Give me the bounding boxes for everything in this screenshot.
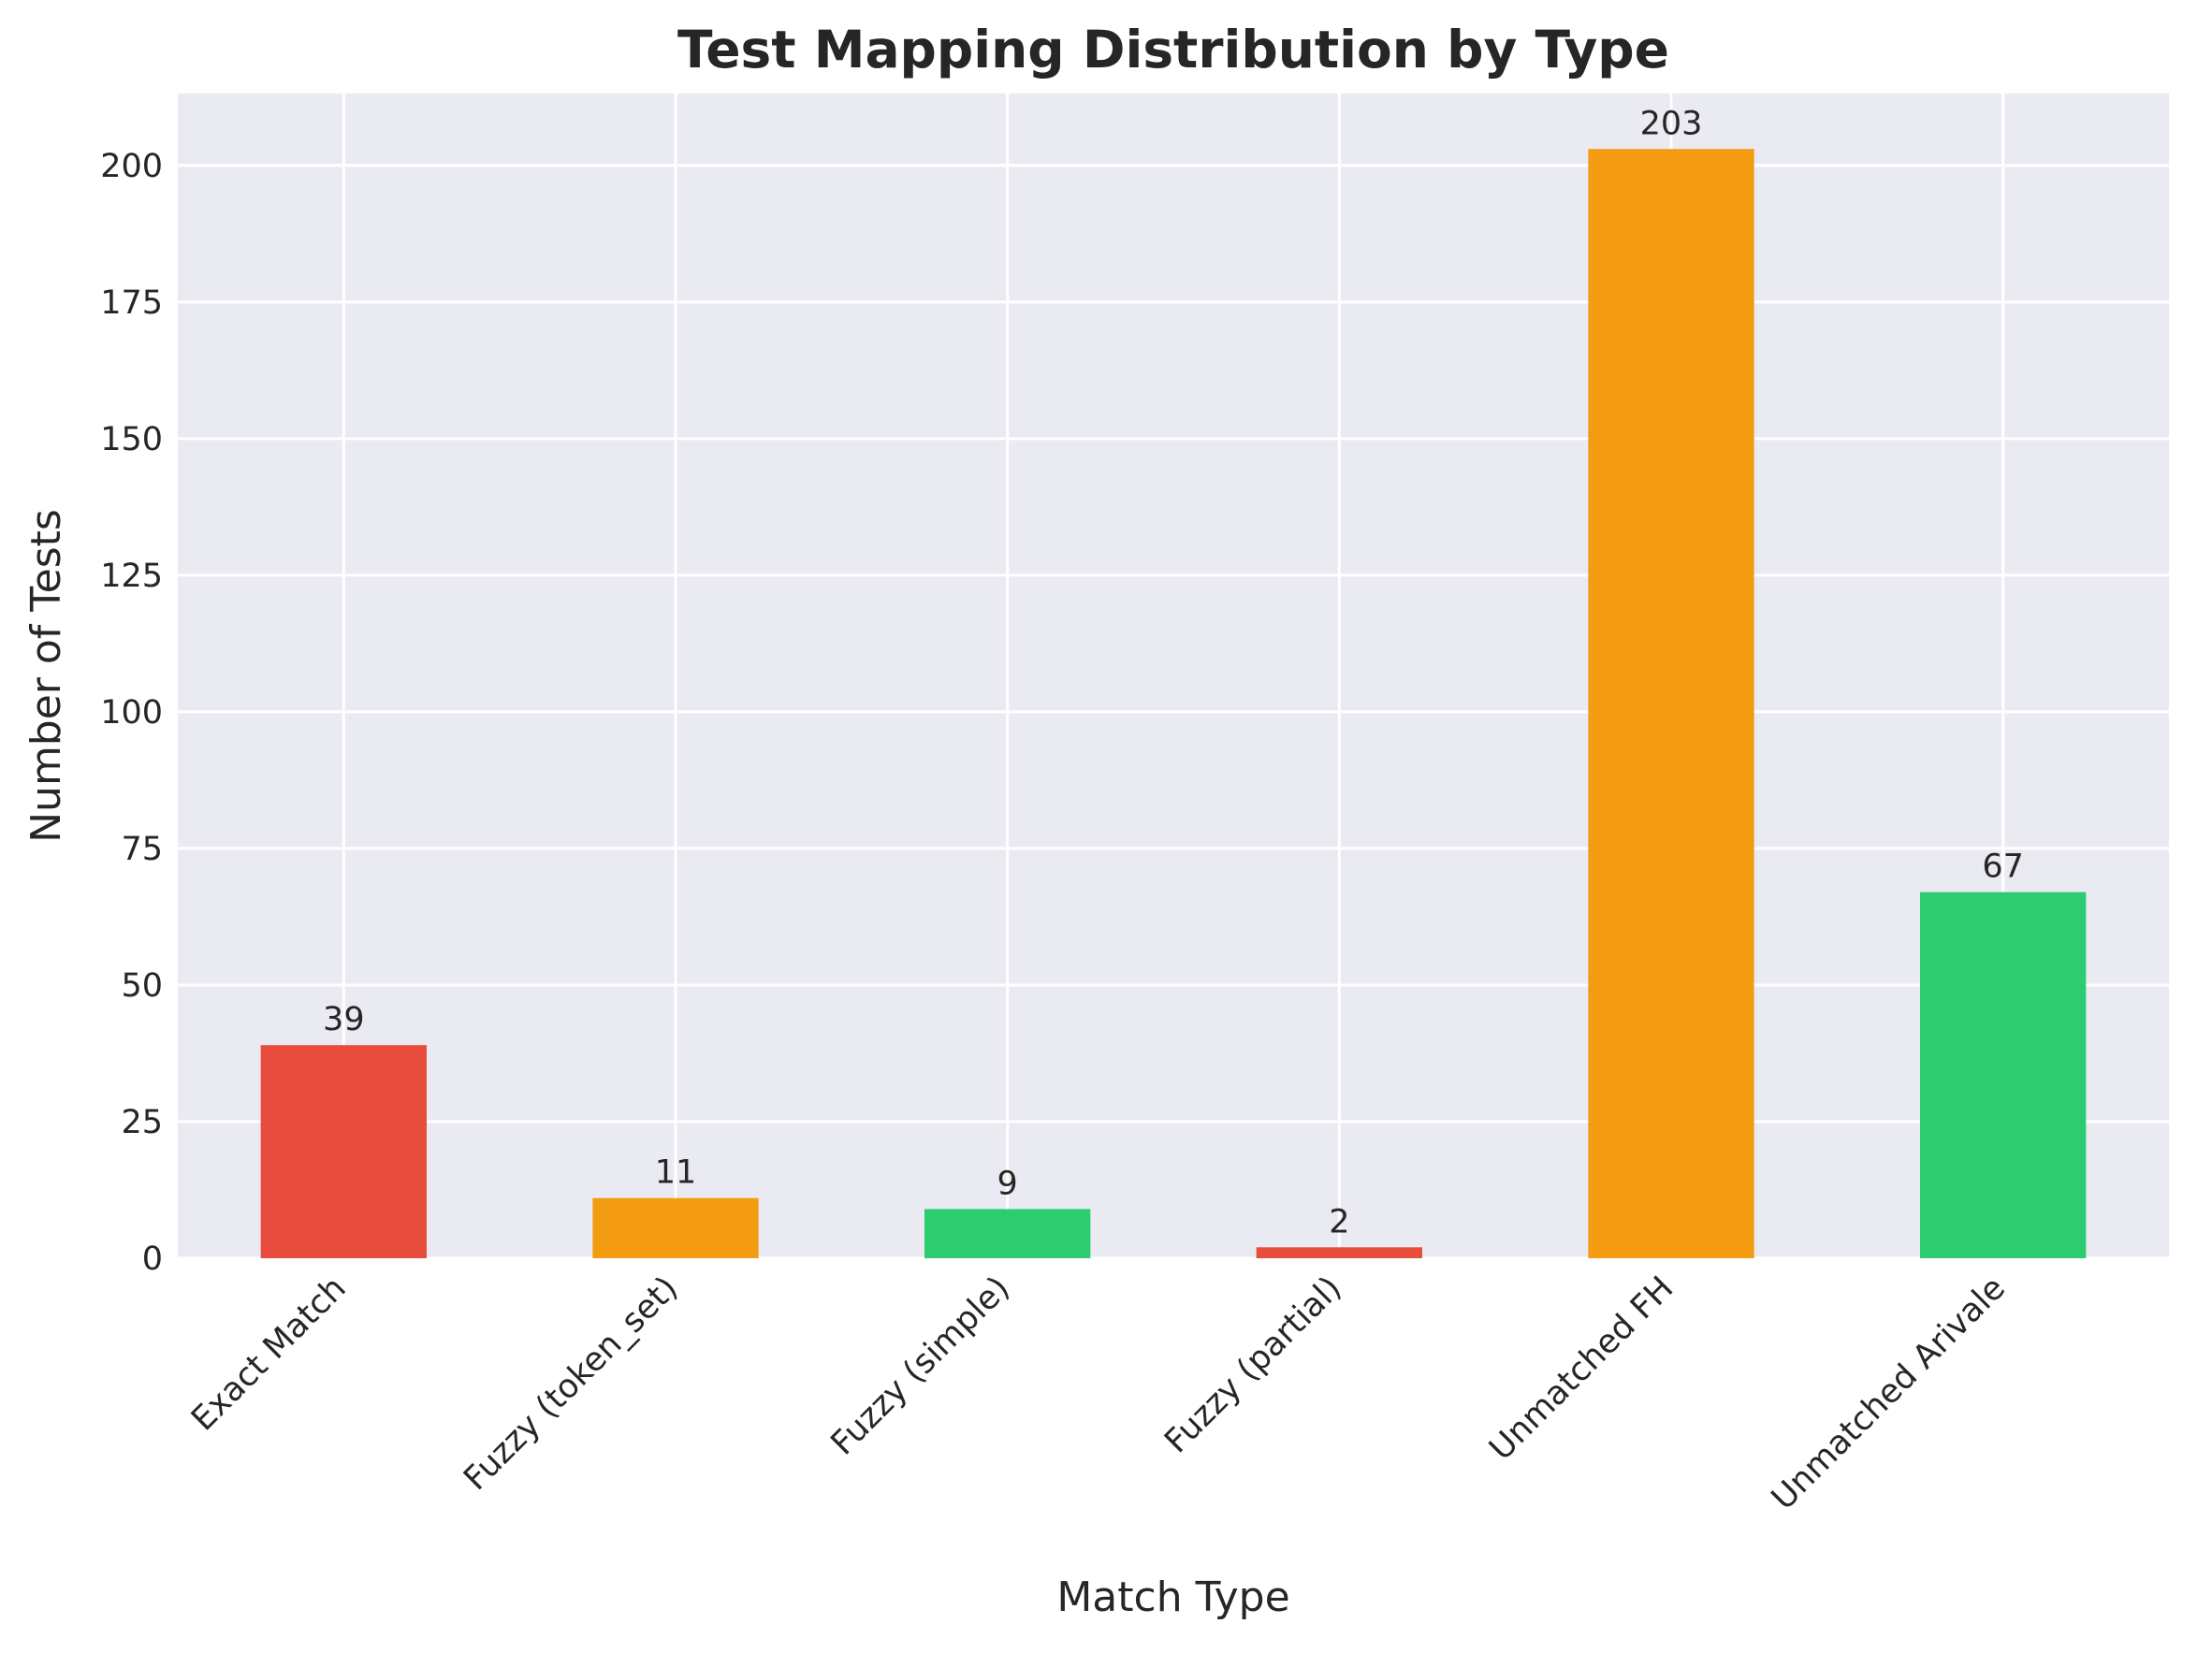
y-tick-label: 100 bbox=[100, 694, 163, 732]
bar bbox=[924, 1209, 1091, 1258]
bar-value-labels: 39 11 9 2 203 67 bbox=[323, 105, 2024, 1240]
y-tick-label: 25 bbox=[121, 1104, 163, 1141]
bar bbox=[592, 1197, 759, 1258]
bar bbox=[260, 1045, 427, 1258]
x-tick-label: Exact Match bbox=[184, 1269, 353, 1438]
y-tick-label: 75 bbox=[121, 831, 163, 868]
bar-value-label: 9 bbox=[997, 1165, 1018, 1202]
x-tick-label: Unmatched FH bbox=[1482, 1269, 1681, 1468]
chart-title: Test Mapping Distribution by Type bbox=[677, 20, 1669, 80]
bar-value-label: 67 bbox=[1982, 848, 2024, 886]
y-axis-label: Number of Tests bbox=[22, 509, 70, 843]
y-tick-label: 175 bbox=[100, 284, 163, 322]
bar-value-label: 39 bbox=[323, 1001, 365, 1038]
bar bbox=[1920, 892, 2087, 1258]
bar-value-label: 11 bbox=[655, 1154, 697, 1192]
y-tick-label: 50 bbox=[121, 967, 163, 1005]
bar bbox=[1256, 1247, 1422, 1258]
bars bbox=[260, 149, 2087, 1258]
bar-value-label: 203 bbox=[1640, 105, 1703, 142]
x-axis-ticks: Exact Match Fuzzy (token_set) Fuzzy (simpl… bbox=[184, 1269, 2013, 1517]
plot-area bbox=[178, 94, 2169, 1258]
y-tick-label: 125 bbox=[100, 558, 163, 595]
y-tick-label: 150 bbox=[100, 421, 163, 458]
bar-value-label: 2 bbox=[1329, 1203, 1349, 1240]
x-tick-label: Fuzzy (simple) bbox=[824, 1269, 1017, 1462]
x-tick-label: Fuzzy (partial) bbox=[1157, 1269, 1348, 1460]
x-tick-label: Fuzzy (token_set) bbox=[457, 1269, 685, 1498]
bar bbox=[1588, 149, 1754, 1258]
y-axis-ticks: 0 25 50 75 100 125 150 175 200 bbox=[100, 148, 163, 1278]
x-axis-label: Match Type bbox=[1056, 1573, 1289, 1621]
y-tick-label: 0 bbox=[142, 1240, 163, 1278]
x-tick-label: Unmatched Arivale bbox=[1765, 1269, 2013, 1517]
y-tick-label: 200 bbox=[100, 148, 163, 185]
